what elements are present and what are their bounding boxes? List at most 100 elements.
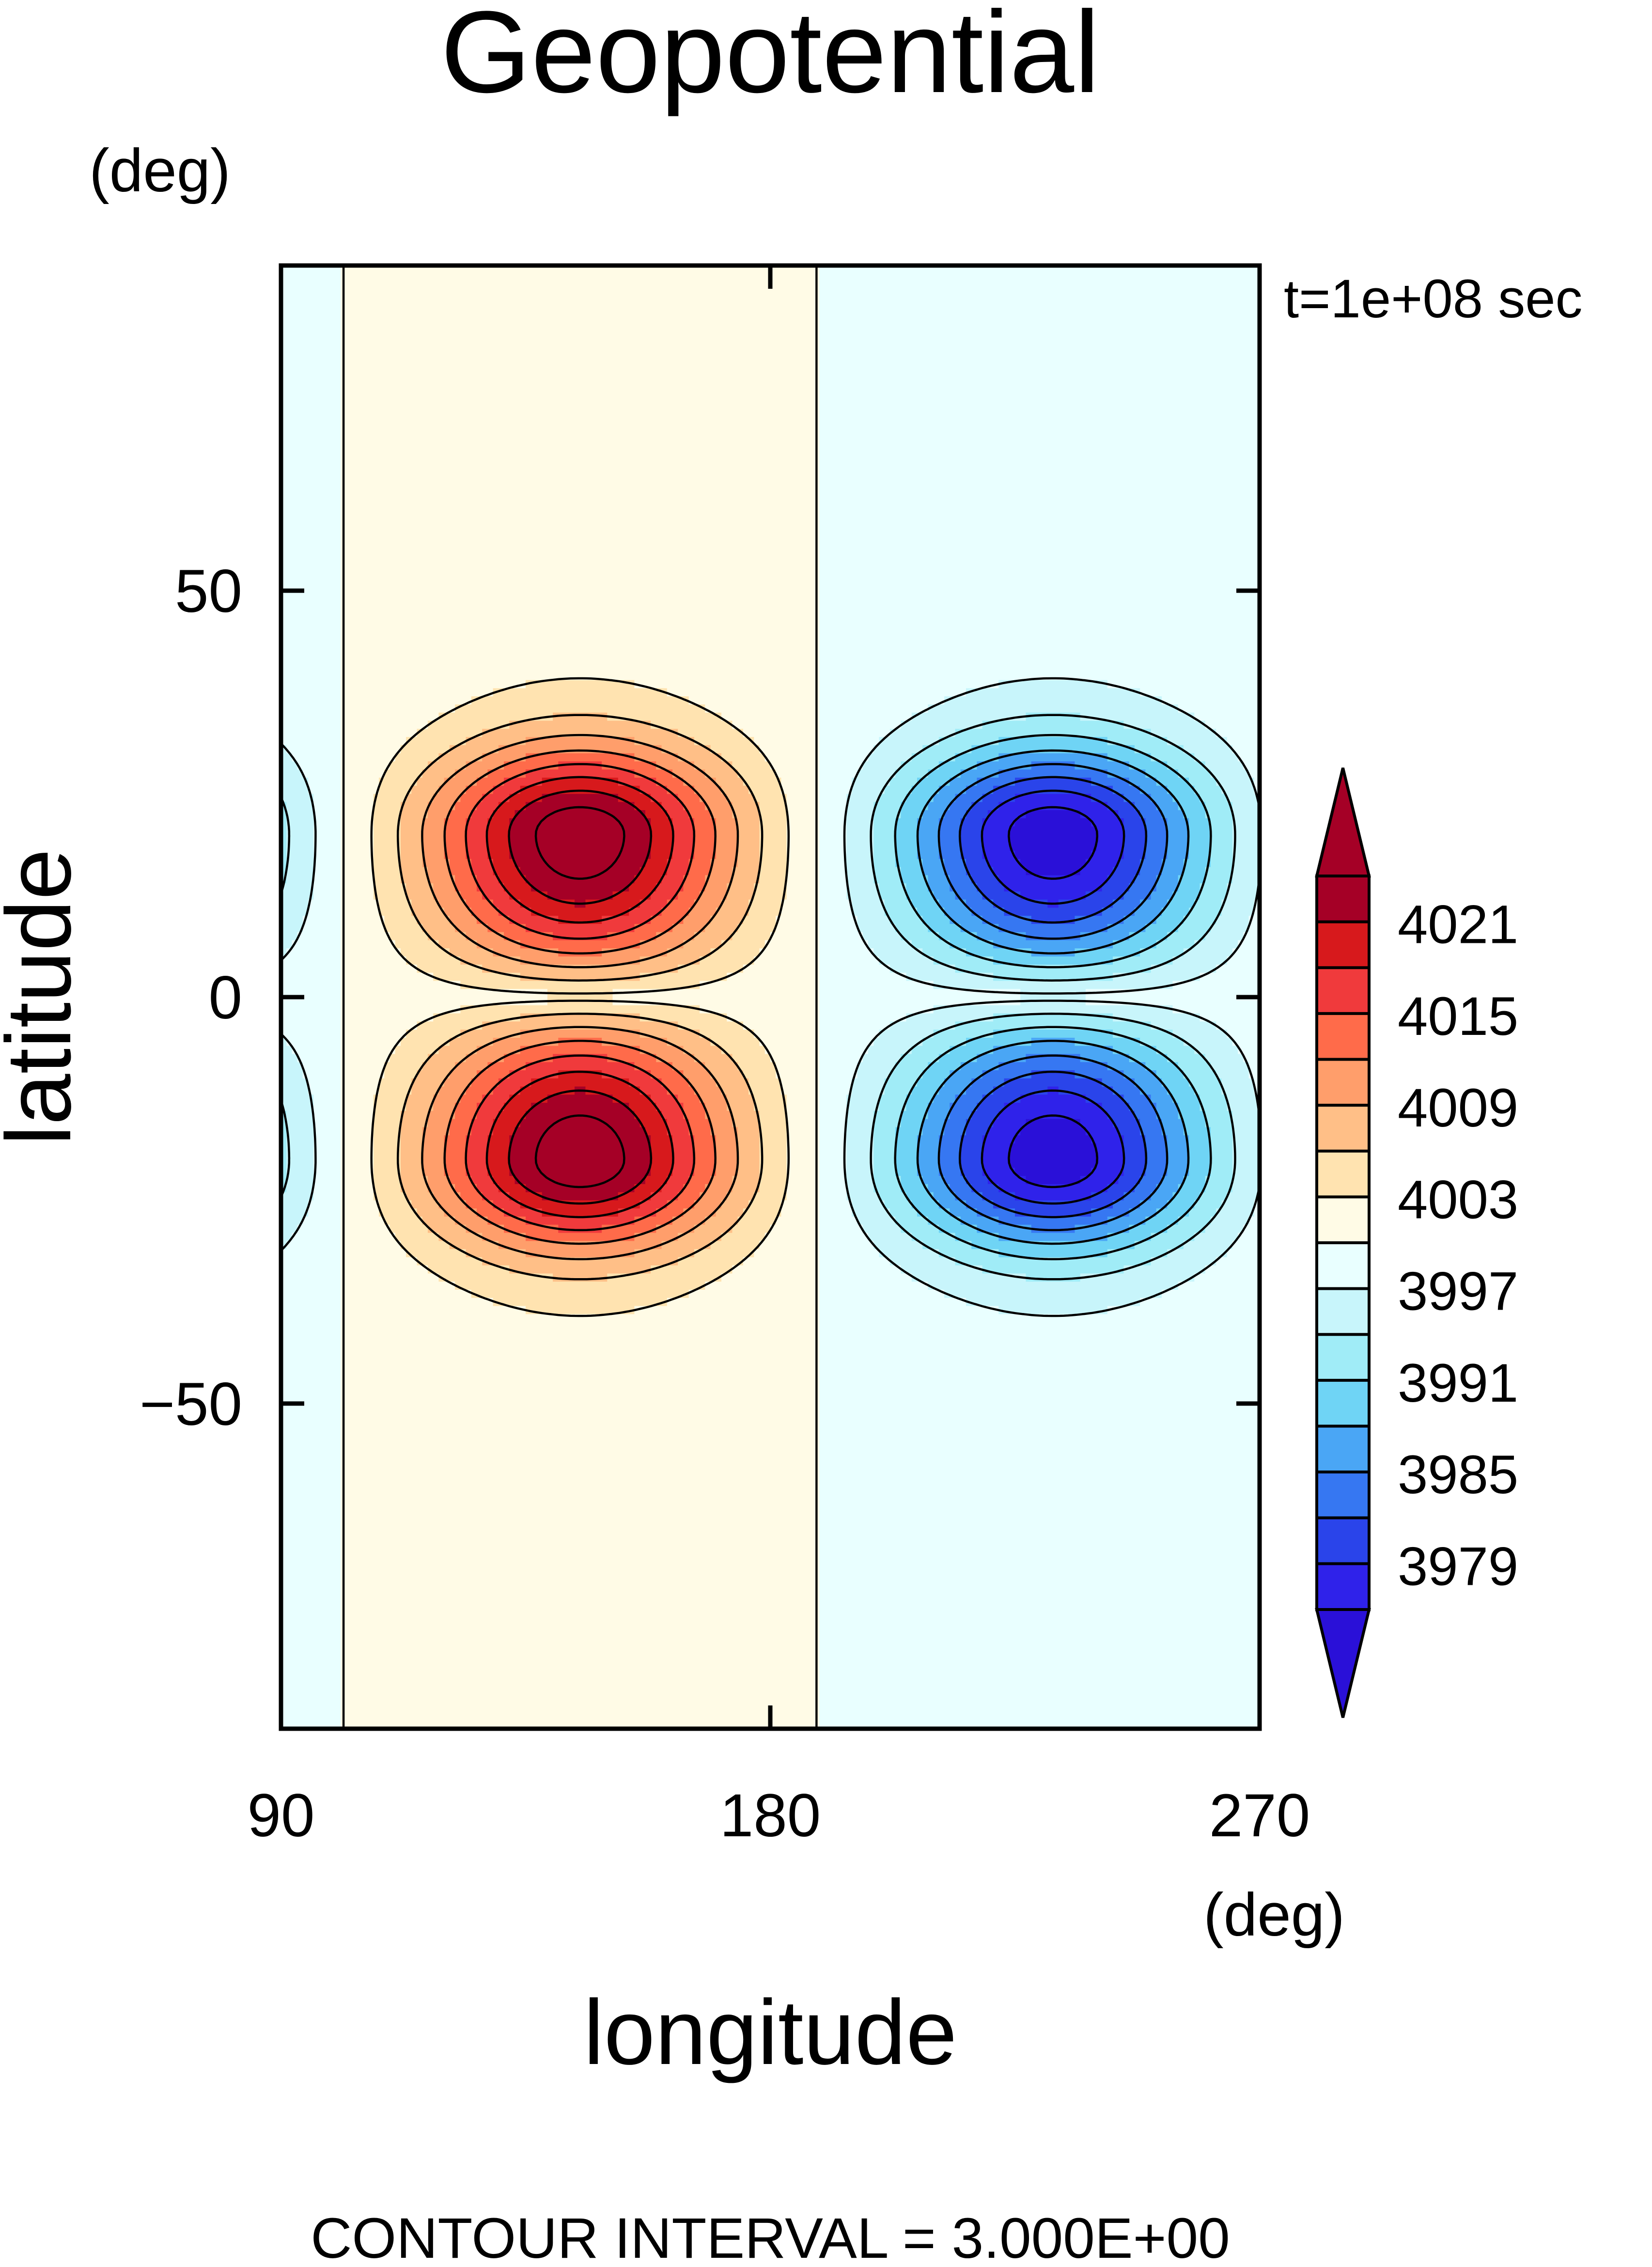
field-cell [998, 1062, 1108, 1071]
field-cell [737, 1062, 777, 1071]
field-cell [922, 1176, 945, 1185]
field-cell [281, 753, 293, 762]
field-cell [373, 1103, 406, 1111]
field-cell [884, 907, 918, 917]
field-cell [308, 907, 342, 917]
colorbar-label: 4003 [1398, 1169, 1518, 1230]
field-cell [1167, 1224, 1206, 1234]
field-cell [639, 972, 728, 982]
field-cell [895, 859, 923, 868]
field-cell [727, 1103, 755, 1111]
field-cell [1227, 883, 1260, 892]
field-cell [504, 883, 532, 892]
field-cell [341, 550, 820, 559]
field-cell [341, 1273, 439, 1282]
field-cell [1232, 867, 1260, 876]
field-cell [1096, 834, 1124, 844]
field-cell [634, 737, 695, 746]
field-cell [1189, 834, 1211, 844]
field-cell [422, 818, 445, 827]
field-cell [373, 1184, 401, 1193]
field-cell [895, 924, 929, 933]
field-cell [1129, 1224, 1168, 1234]
field-cell [509, 1143, 651, 1152]
field-cell [341, 1151, 374, 1160]
field-cell [400, 810, 428, 819]
field-cell [721, 940, 765, 949]
field-cell [1140, 1119, 1162, 1128]
field-cell [1080, 1273, 1195, 1282]
field-cell [971, 1110, 999, 1120]
field-cell [444, 1078, 472, 1087]
field-cell [846, 818, 874, 827]
field-cell [846, 834, 874, 844]
field-cell [618, 1208, 657, 1217]
field-cell [444, 1159, 467, 1169]
field-cell [710, 1119, 733, 1128]
field-cell [950, 778, 978, 786]
field-cell [770, 761, 820, 770]
field-cell [406, 1030, 461, 1038]
contour-line [894, 734, 1212, 1261]
field-cell [509, 851, 651, 860]
field-cell [944, 907, 972, 917]
x-axis-title: longitude [583, 1981, 957, 2084]
field-cell [444, 1143, 467, 1152]
field-cell [852, 899, 885, 908]
field-cell [444, 826, 467, 835]
field-cell [819, 550, 1260, 559]
field-cell [645, 859, 668, 868]
field-cell [281, 737, 342, 746]
field-cell [1015, 1192, 1091, 1201]
field-cell [281, 542, 342, 551]
field-cell [955, 1257, 1152, 1266]
field-cell [422, 859, 450, 868]
field-cell [1107, 802, 1135, 811]
field-cell [341, 501, 820, 510]
field-cell [612, 997, 820, 1006]
field-cell [1145, 769, 1179, 778]
field-cell [819, 891, 847, 900]
colorbar-label: 3979 [1398, 1536, 1518, 1596]
field-cell [1015, 1135, 1091, 1144]
field-cell [944, 1078, 972, 1087]
field-cell [1167, 1151, 1189, 1160]
field-cell [700, 1094, 728, 1103]
field-cell [667, 688, 820, 697]
field-cell [889, 1257, 956, 1266]
field-cell [449, 745, 499, 754]
field-cell [281, 1476, 342, 1485]
field-cell [558, 1037, 602, 1047]
field-cell [743, 916, 777, 924]
field-cell [873, 948, 923, 957]
field-cell [313, 883, 342, 892]
field-cell [732, 932, 771, 941]
field-cell [1107, 1184, 1135, 1193]
field-cell [428, 875, 455, 884]
field-cell [281, 1598, 342, 1608]
field-cell [406, 737, 467, 746]
field-cell [852, 1086, 885, 1095]
field-cell [466, 1200, 494, 1209]
field-cell [993, 1046, 1113, 1055]
field-cell [1096, 1143, 1124, 1152]
field-cell [286, 1176, 314, 1185]
field-cell [846, 843, 874, 851]
field-cell [819, 533, 1260, 543]
field-cell [917, 826, 939, 835]
colorbar-label: 3985 [1398, 1444, 1518, 1505]
field-cell [993, 899, 1048, 908]
field-cell [938, 1159, 961, 1169]
field-cell [341, 574, 820, 583]
field-cell [634, 753, 679, 762]
field-cell [379, 785, 412, 795]
field-cell [737, 1168, 760, 1176]
field-cell [1140, 1176, 1162, 1185]
field-cell [449, 1119, 472, 1128]
field-cell [341, 1509, 820, 1518]
field-cell [422, 1217, 455, 1225]
field-cell [286, 867, 314, 876]
field-cell [846, 1151, 874, 1160]
field-cell [417, 916, 450, 924]
field-cell [1140, 1037, 1184, 1047]
